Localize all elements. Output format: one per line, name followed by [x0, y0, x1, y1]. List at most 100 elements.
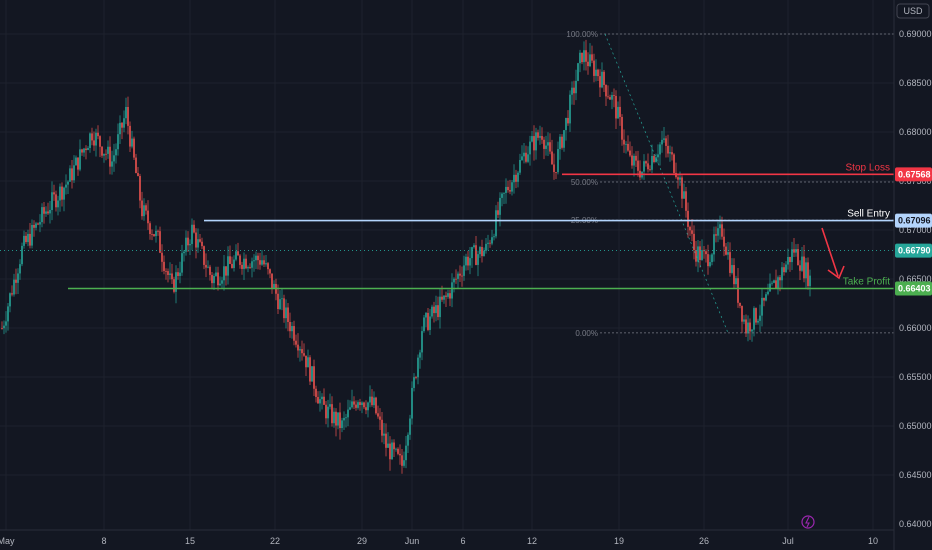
candle-body: [75, 157, 77, 166]
candle-body: [221, 280, 223, 284]
currency-button[interactable]: USD: [896, 3, 930, 19]
y-tick-label: 0.65500: [899, 372, 932, 382]
candle-body: [807, 262, 809, 287]
candle-body: [325, 404, 327, 419]
candle-body: [705, 251, 707, 255]
candle-body: [465, 256, 467, 266]
candle-body: [765, 294, 767, 301]
candle-body: [57, 200, 59, 208]
candle-body: [37, 223, 39, 225]
price-axis[interactable]: 0.64500 0.65000 0.65500 0.66000 0.66500 0.670…: [899, 29, 932, 529]
candle-body: [733, 265, 735, 285]
candle-body: [67, 181, 69, 185]
candle-body: [353, 401, 355, 405]
candle-body: [265, 263, 267, 265]
candle-body: [285, 307, 287, 319]
candle-body: [257, 255, 259, 261]
candle-body: [335, 411, 337, 426]
candle-body: [531, 136, 533, 142]
time-axis[interactable]: May 8 15 22 29 Jun 6 12 19 26 Jul 10: [0, 536, 878, 546]
candle-body: [53, 192, 55, 195]
candle-body: [681, 177, 683, 199]
candle-body: [141, 200, 143, 217]
candle-body: [539, 136, 541, 138]
candle-body: [121, 122, 123, 128]
candle-body: [205, 264, 207, 268]
candle-body: [761, 297, 763, 316]
candle-body: [439, 296, 441, 318]
candle-body: [201, 241, 203, 247]
fib-level-label: 100.00%: [566, 30, 598, 39]
candle-body: [199, 239, 201, 242]
candle-body: [551, 151, 553, 165]
candle-body: [653, 156, 655, 163]
candle-body: [99, 136, 101, 147]
candle-body: [697, 246, 699, 262]
candle-body: [63, 187, 65, 200]
candle-body: [647, 163, 649, 170]
candle-body: [769, 283, 771, 292]
candle-body: [727, 252, 729, 255]
candle-body: [553, 164, 555, 173]
candle-body: [157, 230, 159, 232]
candle-body: [301, 349, 303, 354]
candle-body: [477, 254, 479, 265]
candle-body: [189, 243, 191, 246]
candle-body: [365, 407, 367, 411]
candle-body: [281, 298, 283, 300]
candle-body: [5, 321, 7, 326]
candle-body: [73, 165, 75, 181]
candle-body: [389, 443, 391, 460]
candle-body: [337, 412, 339, 426]
candle-body: [245, 258, 247, 269]
candle-body: [723, 236, 725, 247]
candle-body: [235, 251, 237, 260]
x-tick-label: 15: [185, 536, 195, 546]
candle-body: [17, 273, 19, 283]
candle-body: [699, 246, 701, 260]
lightning-icon[interactable]: [801, 515, 815, 529]
candle-body: [311, 366, 313, 382]
candle-body: [287, 307, 289, 323]
candle-body: [373, 397, 375, 406]
candle-body: [95, 132, 97, 146]
candle-body: [293, 326, 295, 341]
candle-body: [211, 274, 213, 284]
candle-body: [751, 329, 753, 332]
candle-body: [203, 246, 205, 265]
candle-body: [423, 317, 425, 332]
candle-body: [429, 316, 431, 330]
candle-body: [631, 155, 633, 166]
sell-entry-label: Sell Entry: [847, 209, 890, 220]
x-tick-label: 12: [527, 536, 537, 546]
candle-body: [343, 417, 345, 421]
price-levels[interactable]: Stop Loss Sell Entry Take Profit: [0, 162, 894, 290]
y-tick-label: 0.69000: [899, 29, 932, 39]
candle-body: [87, 148, 89, 151]
candle-body: [403, 460, 405, 466]
candle-body: [509, 190, 511, 192]
candle-body: [785, 264, 787, 273]
candle-body: [69, 168, 71, 182]
candle-body: [9, 293, 11, 307]
candle-body: [347, 409, 349, 418]
candle-body: [585, 50, 587, 62]
candle-body: [167, 271, 169, 275]
candle-body: [481, 247, 483, 257]
candle-body: [501, 193, 503, 198]
candle-body: [545, 145, 547, 149]
candle-body: [259, 260, 261, 265]
candle-body: [133, 138, 135, 158]
candle-body: [255, 255, 257, 261]
candle-body: [633, 155, 635, 166]
candle-body: [47, 211, 49, 214]
candle-body: [519, 159, 521, 173]
candle-body: [471, 247, 473, 259]
candle-body: [407, 434, 409, 446]
candle-body: [591, 54, 593, 61]
candle-body: [237, 251, 239, 256]
candle-body: [443, 295, 445, 300]
candle-body: [193, 224, 195, 233]
